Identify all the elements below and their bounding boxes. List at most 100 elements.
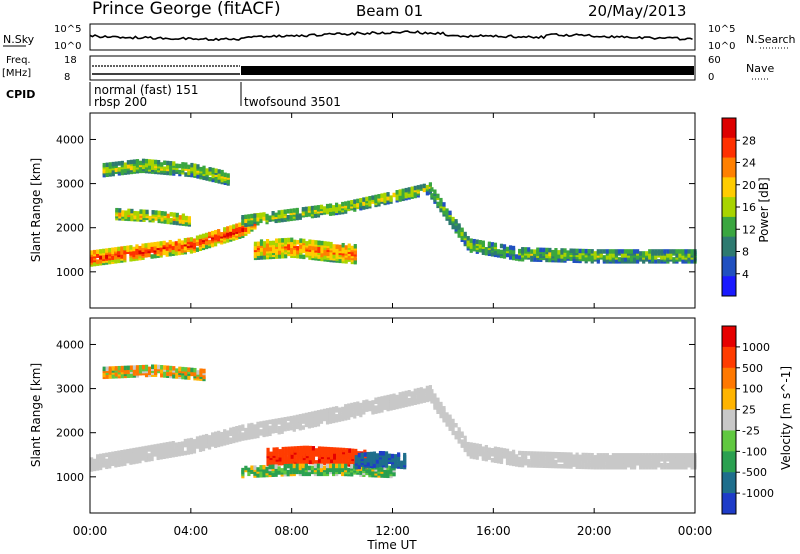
power-echo-cell	[286, 209, 290, 214]
power-echo-cell	[193, 163, 197, 169]
velocity-echo-cell	[272, 447, 276, 452]
power-echo-cell	[404, 191, 408, 197]
power-echo-cell	[451, 216, 455, 222]
velocity-echo-cell	[99, 453, 103, 459]
velocity-echo-cell	[287, 454, 291, 459]
velocity-echo-cell	[283, 464, 287, 469]
power-echo-cell	[165, 242, 169, 247]
velocity-echo-cell	[363, 458, 367, 463]
power-echo-cell	[272, 240, 276, 246]
velocity-echo-cell	[377, 402, 381, 408]
velocity-echo-cell	[425, 391, 429, 397]
power-echo-cell	[587, 249, 591, 254]
velocity-echo-cell	[247, 467, 251, 473]
velocity-echo-cell	[341, 471, 345, 477]
power-echo-cell	[493, 250, 498, 256]
velocity-echo-cell	[362, 400, 366, 405]
power-echo-cell	[569, 248, 573, 253]
velocity-echo-cell	[551, 455, 555, 461]
velocity-echo-cell	[320, 446, 325, 452]
power-echo-cell	[123, 168, 127, 173]
velocity-echo-cell	[298, 463, 302, 469]
power-echo-cell	[184, 215, 188, 221]
power-echo-cell	[657, 249, 661, 254]
power-echo-cell	[401, 188, 405, 194]
velocity-echo-cell	[289, 463, 293, 469]
velocity-echo-cell	[108, 366, 112, 371]
velocity-echo-cell	[632, 453, 637, 458]
velocity-echo-cell	[351, 448, 355, 454]
velocity-echo-cell	[171, 441, 175, 446]
velocity-echo-cell	[328, 463, 333, 469]
power-y-axis: 1000 2000 3000 4000	[56, 133, 695, 279]
velocity-echo-cell	[192, 443, 197, 448]
velocity-echo-cell	[472, 442, 476, 448]
velocity-echo-cell	[678, 463, 682, 468]
velocity-echo-cell	[657, 453, 661, 458]
velocity-echo-cell	[366, 461, 370, 467]
power-echo-cell	[305, 251, 309, 256]
velocity-echo-cell	[159, 443, 163, 448]
power-echo-cell	[353, 255, 357, 261]
velocity-echo-cell	[301, 463, 305, 469]
power-echo-cell	[359, 201, 363, 207]
colorbar-swatch	[722, 276, 736, 297]
velocity-echo-cell	[527, 451, 531, 456]
velocity-echo-cell	[138, 454, 142, 460]
power-echo-cell	[350, 245, 354, 251]
power-echo-cell	[620, 249, 625, 254]
power-echo-cell	[138, 160, 143, 166]
power-echo-cell	[284, 237, 288, 243]
power-echo-cell	[178, 163, 182, 169]
velocity-echo-cell	[289, 469, 293, 475]
velocity-echo-cell	[220, 431, 224, 437]
power-echo-cell	[307, 206, 311, 211]
velocity-colorbar: 1000 500 100 25 -25 -100 -500 -1000	[721, 325, 774, 515]
power-echo-cell	[238, 226, 242, 232]
power-echo-cell	[290, 237, 294, 243]
power-echo-cell	[175, 220, 179, 226]
power-echo-cell	[308, 239, 312, 244]
velocity-echo-cell	[430, 389, 434, 394]
velocity-echo-cell	[275, 461, 279, 466]
velocity-echo-cell	[304, 471, 308, 477]
velocity-echo-cell	[256, 421, 260, 427]
velocity-echo-cell	[284, 446, 288, 452]
power-echo-cell	[295, 213, 299, 219]
velocity-echo-cell	[241, 424, 245, 429]
x-tick-label: 04:00	[174, 524, 209, 538]
velocity-echo-cell	[187, 367, 191, 372]
power-echo-cell	[575, 248, 579, 254]
power-colorbar: 28 24 20 16 12 8 4	[721, 117, 756, 297]
colorbar-swatch	[722, 137, 736, 159]
velocity-echo-cell	[292, 467, 296, 473]
velocity-echo-cell	[286, 416, 290, 421]
velocity-echo-cell	[605, 463, 609, 468]
power-echo-cell	[238, 222, 242, 228]
velocity-echo-cell	[274, 418, 278, 424]
velocity-echo-cell	[357, 464, 361, 470]
velocity-echo-cell	[314, 460, 319, 465]
power-echo-cell	[268, 246, 273, 252]
velocity-echo-cell	[374, 397, 378, 402]
velocity-echo-cell	[132, 455, 136, 461]
power-echo-cell	[533, 249, 537, 254]
power-echo-cell	[493, 242, 498, 248]
power-echo-cell	[177, 244, 181, 250]
velocity-echo-cell	[138, 450, 142, 456]
velocity-echo-cell	[359, 402, 363, 408]
noise-right-tick-high: 10^5	[708, 24, 735, 35]
power-echo-cell	[645, 251, 649, 256]
power-echo-cell	[371, 195, 375, 200]
velocity-echo-cell	[354, 455, 358, 460]
power-echo-cell	[632, 249, 637, 254]
velocity-echo-cell	[563, 452, 567, 457]
power-echo-cell	[669, 253, 673, 258]
power-echo-cell	[277, 210, 281, 215]
velocity-echo-cell	[199, 368, 203, 373]
power-echo-cell	[129, 257, 133, 262]
power-echo-cell	[190, 172, 194, 178]
power-echo-cell	[518, 254, 522, 260]
velocity-echo-cell	[554, 459, 558, 465]
velocity-echo-cell	[163, 365, 167, 370]
